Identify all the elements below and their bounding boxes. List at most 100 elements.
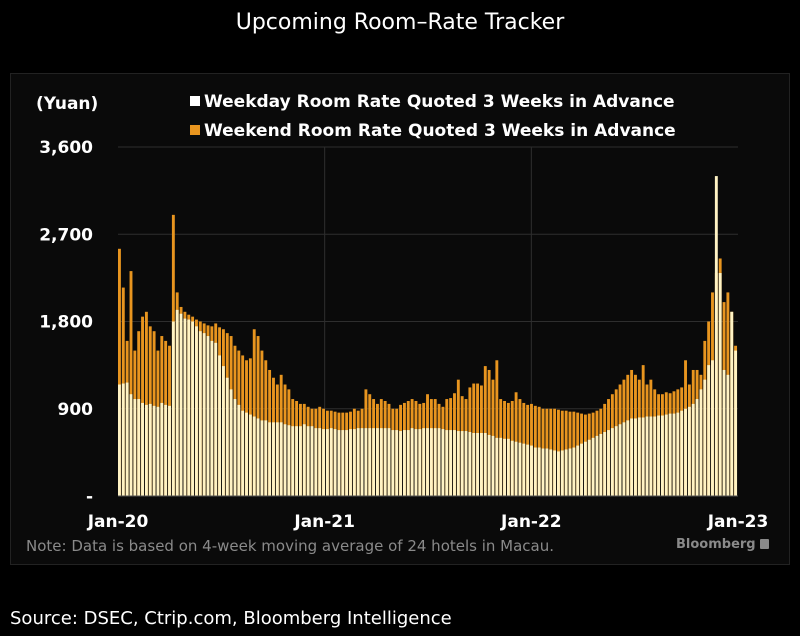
bar-weekday <box>610 428 614 496</box>
bar-weekend <box>118 248 121 496</box>
y-tick-label: 1,800 <box>39 313 93 333</box>
bloomberg-icon <box>760 539 770 549</box>
legend-item-weekday: Weekday Room Rate Quoted 3 Weeks in Adva… <box>190 92 675 112</box>
bar-weekday <box>272 422 275 496</box>
bar-weekday <box>287 425 291 496</box>
bar-weekday <box>707 365 711 496</box>
x-tick-label: Jan-20 <box>87 512 149 532</box>
bar-weekday <box>125 382 129 496</box>
bar-weekday <box>583 441 587 496</box>
bar-weekday <box>164 404 168 496</box>
bar-weekend <box>129 271 133 496</box>
bar-weekday <box>545 448 549 496</box>
bar-weekday <box>533 447 537 496</box>
bar-weekday <box>368 428 372 496</box>
bar-weekday <box>152 405 156 496</box>
bar-weekday <box>722 369 726 496</box>
bar-weekday <box>557 451 560 496</box>
bar-weekend <box>495 360 499 496</box>
bar-weekday <box>726 374 730 496</box>
bar-weekday <box>322 429 325 496</box>
bar-weekday <box>264 420 268 496</box>
bar-weekday <box>684 408 687 496</box>
bar-weekday <box>537 447 541 496</box>
bar-weekday <box>595 435 599 496</box>
bar-weekday <box>460 431 464 496</box>
bar-weekday <box>144 404 148 496</box>
bar-weekday <box>618 424 622 496</box>
bar-weekday <box>433 428 437 496</box>
bar-weekday <box>630 418 634 496</box>
bar-weekday <box>479 432 483 496</box>
bar-weekday <box>341 430 345 496</box>
bar-weekday <box>510 440 514 496</box>
bar-weekday <box>514 441 518 496</box>
bar-weekday <box>233 399 237 496</box>
bar-weekday <box>352 429 356 496</box>
bar-weekday <box>187 319 191 496</box>
bloomberg-logo: Bloomberg <box>676 537 770 552</box>
bar-weekday <box>572 447 576 496</box>
bar-weekday <box>218 355 222 496</box>
chart-title: Upcoming Room–Rate Tracker <box>235 10 565 35</box>
bar-weekday <box>429 428 433 496</box>
bar-weekday <box>202 333 206 496</box>
bar-weekday <box>379 428 383 496</box>
bar-weekday <box>711 360 714 496</box>
bar-weekday <box>680 410 684 496</box>
bar-weekday <box>603 432 607 496</box>
bar-weekday <box>333 429 337 496</box>
bar-weekday <box>518 442 522 496</box>
legend-label-weekend: Weekend Room Rate Quoted 3 Weeks in Adva… <box>204 121 676 141</box>
bar-weekday <box>718 273 722 496</box>
bar-weekday <box>672 413 676 496</box>
source-line: Source: DSEC, Ctrip.com, Bloomberg Intel… <box>10 608 452 629</box>
bar-weekday <box>118 384 121 496</box>
bar-weekday <box>591 437 595 496</box>
bar-weekday <box>576 445 580 496</box>
bar-weekday <box>445 430 449 496</box>
bar-weekday <box>237 404 241 496</box>
bar-weekday <box>179 313 183 496</box>
bar-weekday <box>156 406 160 496</box>
bar-weekday <box>360 428 364 496</box>
bar-weekday <box>268 422 272 496</box>
bar-weekday <box>491 435 495 496</box>
bar-weekday <box>314 428 318 496</box>
bar-weekday <box>391 430 395 496</box>
bar-weekday <box>248 414 252 496</box>
bar-weekday <box>148 403 152 496</box>
bar-weekday <box>553 450 557 496</box>
bar-weekday <box>310 426 314 496</box>
bar-weekday <box>256 418 260 496</box>
bar-weekday <box>275 422 279 496</box>
bar-weekday <box>260 420 264 496</box>
bar-weekday <box>622 422 626 496</box>
y-tick-label: 3,600 <box>39 138 93 158</box>
bar-weekday <box>329 428 333 496</box>
bar-weekday <box>168 405 171 496</box>
bar-weekday <box>325 429 329 496</box>
bar-weekday <box>541 448 545 496</box>
bar-weekday <box>372 428 376 496</box>
bar-weekday <box>229 389 233 496</box>
bar-weekday <box>487 434 491 496</box>
y-tick-label: 2,700 <box>39 225 93 245</box>
bar-weekday <box>279 422 283 496</box>
bar-weekday <box>676 412 680 496</box>
bar-weekday <box>137 399 141 496</box>
bar-weekday <box>664 414 668 496</box>
legend-swatch-weekend <box>190 125 200 135</box>
bar-weekday <box>318 428 322 496</box>
bar-weekday <box>453 430 456 496</box>
legend-swatch-weekday <box>190 96 200 106</box>
bar-weekday <box>549 449 553 496</box>
bar-weekday <box>206 336 210 496</box>
bar-weekday <box>402 430 406 496</box>
bar-weekday <box>607 430 610 496</box>
bar-weekday <box>210 340 214 496</box>
bar-weekday <box>687 406 691 496</box>
bar-weekday <box>141 402 144 496</box>
bar-weekday <box>349 429 352 496</box>
